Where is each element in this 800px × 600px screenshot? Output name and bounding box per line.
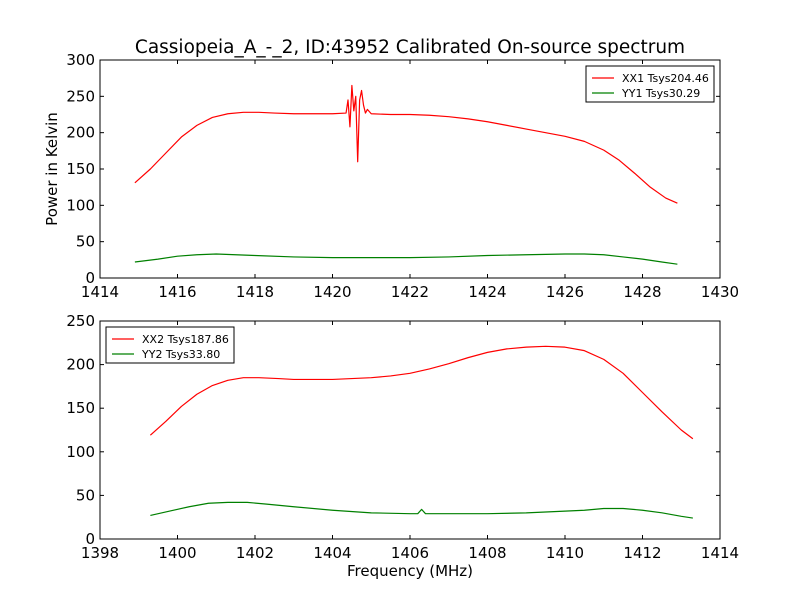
legend: XX1 Tsys204.46 YY1 Tsys30.29 bbox=[585, 65, 715, 103]
x-tick-label: 1398 bbox=[81, 544, 119, 562]
x-tick-label: 1418 bbox=[236, 283, 274, 301]
series-line-yy2-tsys33-80 bbox=[150, 501, 693, 519]
x-tick-label: 1402 bbox=[236, 544, 274, 562]
y-tick-label: 200 bbox=[66, 356, 95, 374]
x-tick-label: 1412 bbox=[623, 544, 661, 562]
series-line-yy1-tsys30-29 bbox=[134, 253, 678, 265]
legend-box bbox=[585, 65, 715, 103]
x-tick-label: 1406 bbox=[391, 544, 429, 562]
y-tick-label: 0 bbox=[85, 269, 95, 287]
series-line-xx1-tsys204-46 bbox=[134, 84, 678, 204]
legend-entry: XX1 Tsys204.46 bbox=[622, 72, 709, 85]
x-tick-label: 1410 bbox=[546, 544, 584, 562]
legend-box bbox=[105, 326, 235, 364]
y-tick-label: 150 bbox=[66, 399, 95, 417]
y-tick-label: 250 bbox=[66, 87, 95, 105]
x-tick-label: 1420 bbox=[313, 283, 351, 301]
x-tick-label: 1416 bbox=[158, 283, 196, 301]
legend-entry: YY2 Tsys33.80 bbox=[141, 348, 220, 361]
x-tick-label: 1428 bbox=[623, 283, 661, 301]
x-tick-label: 1422 bbox=[391, 283, 429, 301]
x-tick-label: 1414 bbox=[81, 283, 119, 301]
bottom-chart: Frequency (MHz) 1398 1400 1402 1404 1406 1408… bbox=[66, 312, 739, 580]
x-tick-label: 1404 bbox=[313, 544, 351, 562]
y-tick-label: 200 bbox=[66, 124, 95, 142]
x-tick-label: 1430 bbox=[701, 283, 739, 301]
top-chart: Cassiopeia_A_-_2, ID:43952 Calibrated On… bbox=[43, 37, 739, 301]
y-tick-label: 250 bbox=[66, 312, 95, 330]
x-tick-label: 1426 bbox=[546, 283, 584, 301]
series-group bbox=[149, 345, 694, 519]
y-tick-label: 300 bbox=[66, 51, 95, 69]
series-group bbox=[134, 84, 678, 265]
y-axis-label: Power in Kelvin bbox=[43, 112, 61, 226]
y-tick-label: 100 bbox=[66, 196, 95, 214]
x-tick-label: 1424 bbox=[468, 283, 506, 301]
legend: XX2 Tsys187.86 YY2 Tsys33.80 bbox=[105, 326, 235, 364]
chart-title: Cassiopeia_A_-_2, ID:43952 Calibrated On… bbox=[135, 37, 685, 58]
y-tick-label: 100 bbox=[66, 443, 95, 461]
x-axis-label: Frequency (MHz) bbox=[347, 562, 473, 580]
legend-entry: YY1 Tsys30.29 bbox=[621, 87, 700, 100]
series-line-xx2-tsys187-86 bbox=[149, 345, 694, 440]
x-tick-label: 1414 bbox=[701, 544, 739, 562]
y-tick-label: 50 bbox=[76, 486, 95, 504]
y-tick-label: 50 bbox=[76, 233, 95, 251]
y-tick-label: 0 bbox=[85, 530, 95, 548]
y-tick-label: 150 bbox=[66, 160, 95, 178]
legend-entry: XX2 Tsys187.86 bbox=[142, 333, 229, 346]
x-tick-label: 1400 bbox=[158, 544, 196, 562]
x-tick-label: 1408 bbox=[468, 544, 506, 562]
